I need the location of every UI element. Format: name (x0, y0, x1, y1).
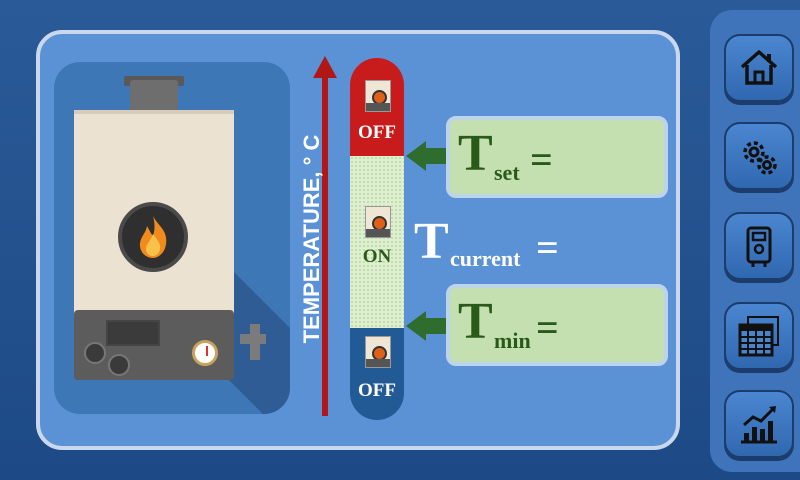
mini-boiler-icon (365, 206, 391, 238)
settings-button[interactable] (724, 122, 794, 190)
state-zone-on (350, 156, 404, 328)
tmin-field[interactable] (446, 284, 668, 366)
device-button[interactable] (724, 212, 794, 280)
state-strip: OFF ON OFF (350, 58, 404, 420)
state-label-bottom: OFF (358, 380, 396, 401)
tset-field[interactable] (446, 116, 668, 198)
tcurrent-equals: = (536, 225, 559, 270)
sidebar (710, 10, 800, 472)
chart-icon (741, 406, 777, 444)
tmin-symbol: T (458, 293, 493, 350)
tset-subscript: set (494, 160, 520, 185)
tset-symbol: T (458, 125, 493, 182)
mini-boiler-icon (365, 80, 391, 112)
boiler-device-icon (746, 226, 772, 267)
tcurrent-subscript: current (450, 246, 521, 271)
temperature-axis-line (322, 72, 328, 416)
state-label-top: OFF (358, 122, 396, 143)
chimney (130, 80, 178, 112)
flame-icon (139, 216, 167, 258)
gears-icon (743, 141, 777, 175)
arrow-left-icon (406, 311, 446, 341)
flame-window (118, 202, 188, 272)
arrow-left-icon (406, 141, 446, 171)
mini-boiler-icon (365, 336, 391, 368)
pressure-gauge (192, 340, 218, 366)
state-label-middle: ON (362, 246, 392, 267)
tset-equals: = (530, 137, 553, 182)
statistics-button[interactable] (724, 390, 794, 458)
tcurrent-symbol: T (414, 213, 449, 270)
schedule-button[interactable] (724, 302, 794, 370)
pipe-valve (250, 324, 260, 360)
tmin-subscript: min (494, 328, 531, 353)
temperature-axis-arrow (313, 56, 337, 78)
temperature-axis-label: TEMPERATURE, ° C (299, 134, 324, 344)
boiler-illustration (54, 62, 290, 414)
knob-left (84, 342, 106, 364)
control-screen (106, 320, 160, 346)
home-button[interactable] (724, 34, 794, 102)
home-icon (740, 50, 778, 85)
tmin-equals: = (536, 305, 559, 350)
calendar-icon (738, 316, 779, 357)
knob-right (108, 354, 130, 376)
